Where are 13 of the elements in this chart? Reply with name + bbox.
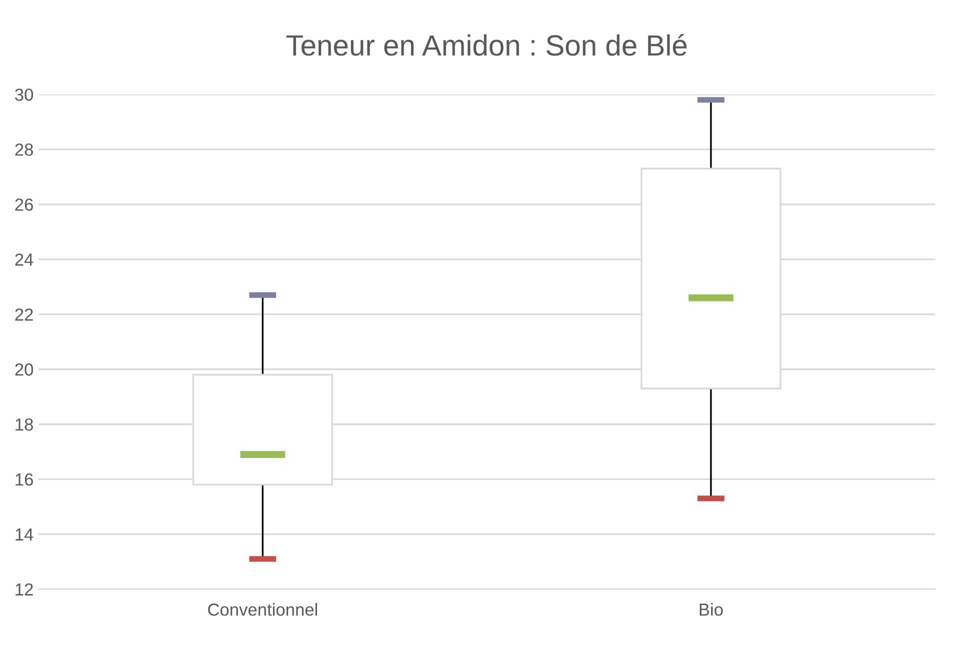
y-tick-label: 22 [15, 308, 33, 321]
y-tick-label: 30 [15, 88, 34, 101]
x-tick-label: Conventionnel [208, 603, 318, 616]
x-tick-label: Bio [700, 603, 723, 616]
y-tick-label: 24 [15, 253, 34, 266]
y-tick-label: 26 [15, 198, 33, 211]
chart-title: Teneur en Amidon : Son de Blé [286, 34, 687, 56]
y-tick-label: 28 [15, 144, 33, 156]
y-tick-label: 18 [16, 418, 33, 431]
y-tick-label: 14 [16, 528, 34, 540]
y-tick-label: 20 [15, 363, 34, 376]
y-tick-label: 16 [16, 473, 33, 486]
y-tick-label: 12 [16, 583, 33, 596]
